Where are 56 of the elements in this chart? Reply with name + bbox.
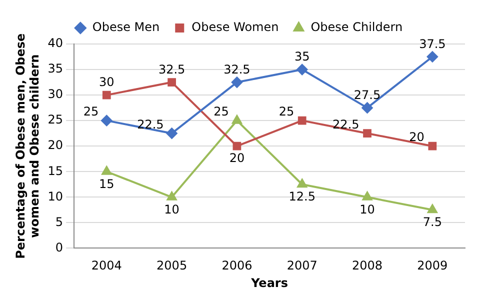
legend-label: Obese Men: [92, 20, 160, 34]
y-axis-title: Percentage of Obese men, Obese women and Obese childern: [13, 33, 42, 259]
point: [426, 51, 438, 62]
y-tick-label: 25: [48, 112, 64, 127]
point: [296, 64, 308, 76]
point: [363, 129, 372, 138]
data-label: 15: [99, 176, 114, 191]
data-label: 12.5: [288, 190, 316, 204]
data-label: 32.5: [224, 62, 250, 76]
data-label: 20: [409, 130, 424, 144]
point: [232, 142, 242, 150]
point: [101, 115, 112, 126]
point: [232, 115, 242, 124]
data-label: 25: [278, 104, 294, 119]
y-tick-label: 35: [48, 62, 64, 76]
point: [166, 192, 177, 200]
y-tick-label: 20: [48, 138, 64, 152]
data-label: 20: [229, 151, 245, 166]
data-label: 30: [99, 75, 114, 90]
point: [168, 78, 176, 86]
y-tick-label: 10: [48, 189, 64, 204]
point: [428, 204, 438, 214]
point: [428, 142, 437, 150]
point: [102, 90, 111, 100]
x-axis-title: Years: [250, 276, 288, 290]
x-tick-label: 2009: [417, 258, 448, 273]
data-label: 7.5: [422, 215, 442, 230]
y-tick-label: 5: [55, 214, 64, 229]
x-tick-label: 2008: [352, 258, 383, 273]
point: [362, 102, 373, 114]
point: [362, 192, 372, 200]
data-label: 32.5: [158, 62, 186, 76]
data-label: 27.5: [354, 88, 381, 102]
y-tick-label: 40: [48, 36, 64, 50]
x-tick-label: 2005: [156, 258, 188, 273]
y-tick-label: 30: [48, 87, 64, 102]
data-label: 25: [83, 104, 99, 119]
x-tick-label: 2007: [286, 258, 318, 273]
data-label: 25: [214, 104, 229, 119]
data-label: 35: [294, 50, 310, 64]
legend-label: Obese Women: [192, 20, 279, 34]
legend-label: Obese Childern: [310, 20, 403, 34]
point: [298, 116, 306, 125]
y-tick-label: 0: [55, 240, 64, 254]
data-label: 22.5: [137, 117, 164, 132]
data-label: 22.5: [332, 117, 360, 132]
point: [231, 76, 242, 88]
point: [166, 128, 178, 139]
data-label: 10: [164, 202, 180, 216]
x-tick-label: 2004: [91, 258, 122, 273]
point: [102, 166, 112, 175]
data-label: 37.5: [419, 36, 446, 51]
data-label: 10: [360, 202, 375, 216]
point: [297, 178, 308, 188]
y-tick-label: 15: [48, 164, 64, 178]
x-tick-label: 2006: [222, 258, 252, 273]
